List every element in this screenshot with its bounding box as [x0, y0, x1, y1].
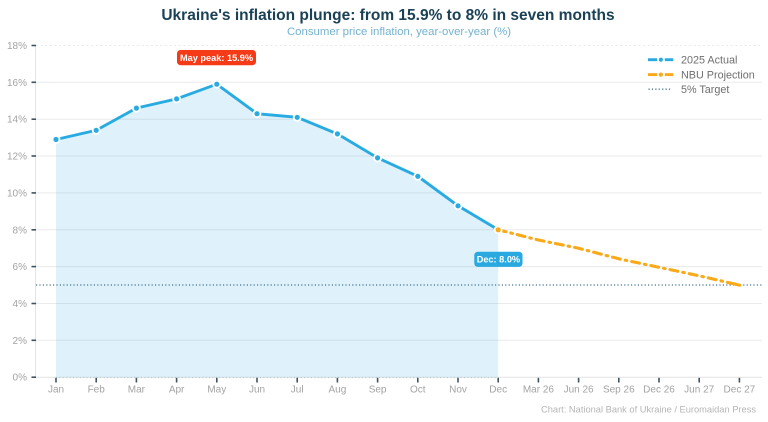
svg-text:May peak: 15.9%: May peak: 15.9%: [180, 53, 253, 63]
svg-text:Dec 27: Dec 27: [724, 385, 756, 396]
svg-text:0%: 0%: [13, 373, 28, 384]
svg-text:18%: 18%: [7, 41, 27, 52]
svg-text:Nov: Nov: [449, 385, 467, 396]
svg-text:5% Target: 5% Target: [681, 84, 729, 96]
svg-text:Sep: Sep: [369, 385, 387, 396]
svg-text:Oct: Oct: [410, 385, 426, 396]
svg-text:12%: 12%: [7, 152, 27, 163]
svg-text:Mar 26: Mar 26: [523, 385, 555, 396]
svg-text:Dec: 8.0%: Dec: 8.0%: [477, 255, 520, 265]
svg-text:14%: 14%: [7, 115, 27, 126]
svg-text:Jun: Jun: [249, 385, 265, 396]
svg-text:Dec 26: Dec 26: [643, 385, 675, 396]
svg-text:Dec: Dec: [489, 385, 507, 396]
svg-text:Apr: Apr: [169, 385, 185, 396]
svg-text:Sep 26: Sep 26: [603, 385, 635, 396]
svg-text:6%: 6%: [13, 262, 28, 273]
svg-text:Consumer price inflation, year: Consumer price inflation, year-over-year…: [287, 26, 511, 38]
svg-text:2%: 2%: [13, 336, 28, 347]
svg-text:2025 Actual: 2025 Actual: [681, 54, 737, 66]
svg-text:Jan: Jan: [48, 385, 64, 396]
svg-text:8%: 8%: [13, 225, 28, 236]
svg-text:Jun 27: Jun 27: [684, 385, 714, 396]
svg-text:4%: 4%: [13, 299, 28, 310]
svg-text:Jul: Jul: [291, 385, 304, 396]
svg-text:Feb: Feb: [88, 385, 106, 396]
svg-text:NBU Projection: NBU Projection: [681, 69, 755, 81]
svg-text:Aug: Aug: [329, 385, 347, 396]
svg-text:Chart: National Bank of Ukrain: Chart: National Bank of Ukraine / Euroma…: [541, 405, 756, 415]
svg-text:Ukraine's inflation plunge: fr: Ukraine's inflation plunge: from 15.9% t…: [161, 7, 614, 24]
svg-text:10%: 10%: [7, 188, 27, 199]
svg-text:Jun 26: Jun 26: [564, 385, 594, 396]
svg-text:May: May: [207, 385, 226, 396]
svg-text:Mar: Mar: [128, 385, 146, 396]
svg-text:16%: 16%: [7, 78, 27, 89]
